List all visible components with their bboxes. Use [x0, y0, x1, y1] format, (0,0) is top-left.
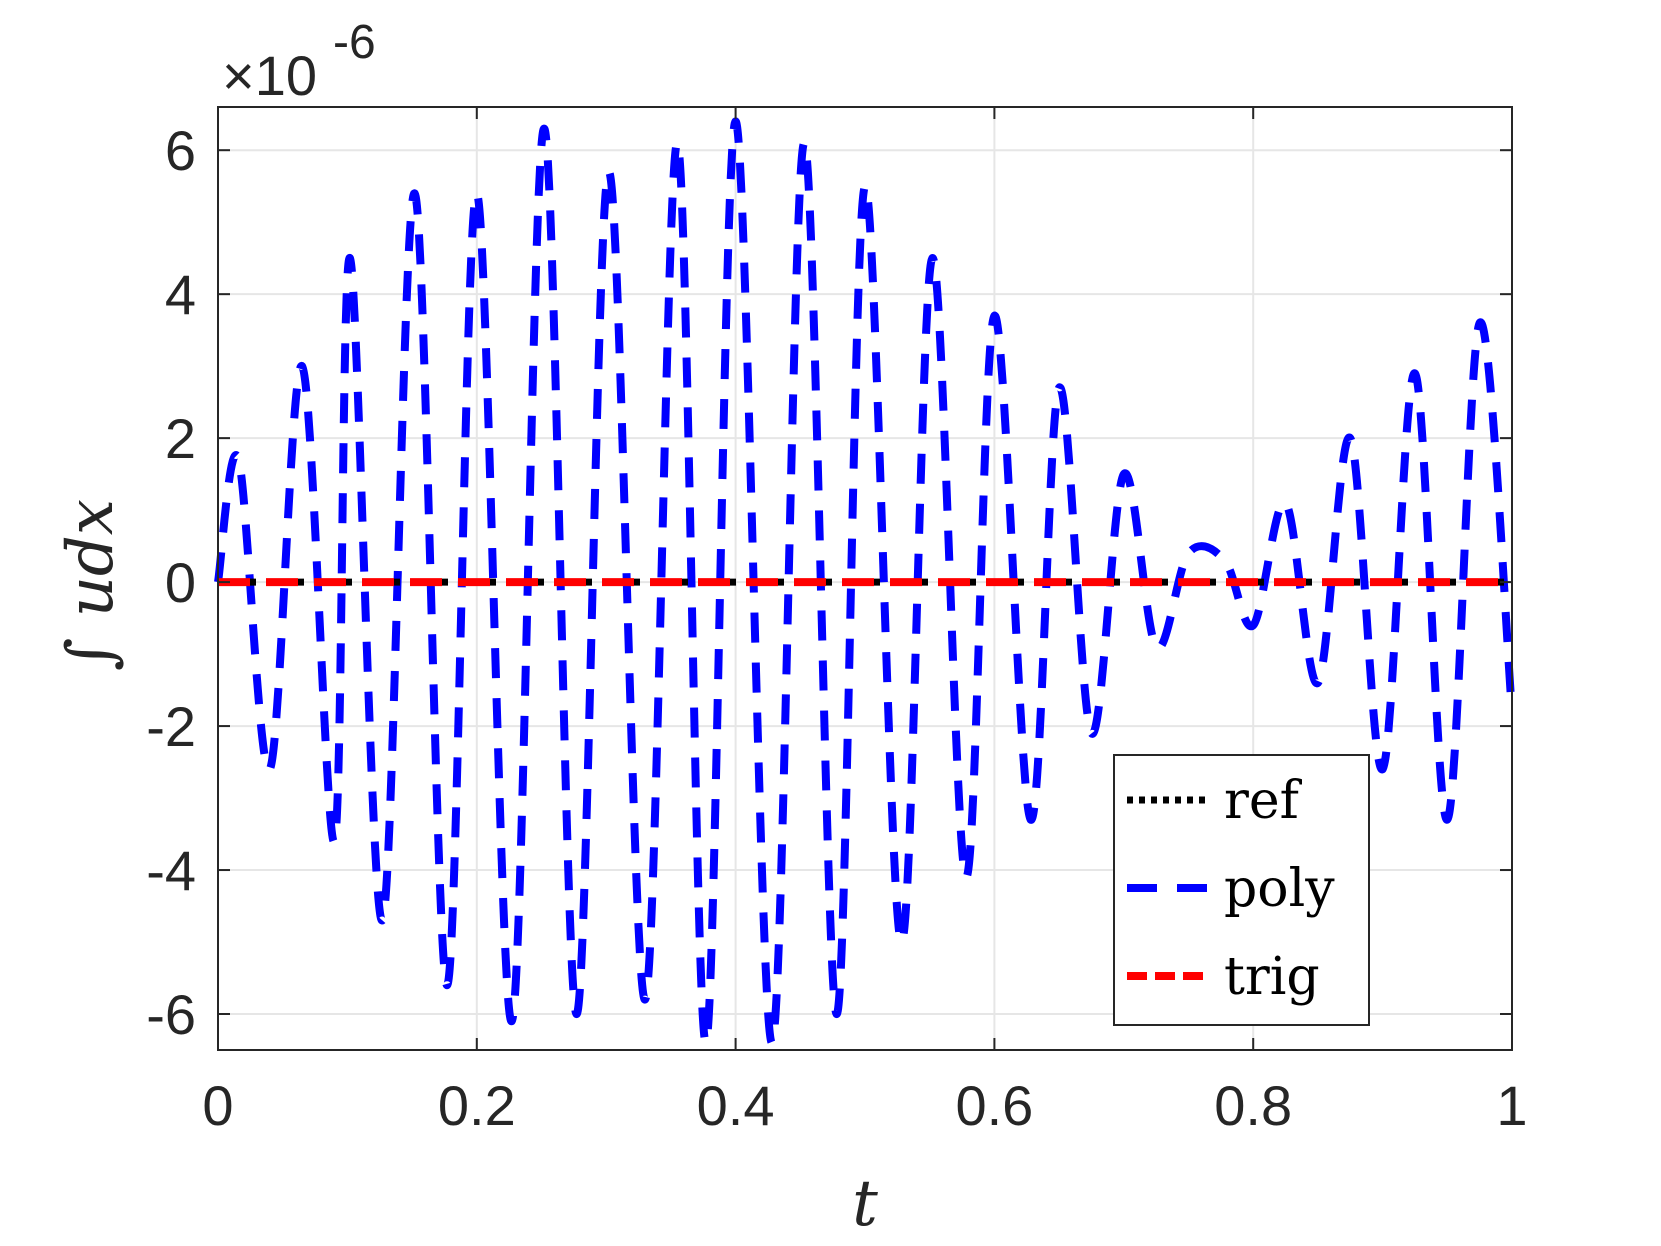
legend-label-trig: trig — [1224, 947, 1320, 1007]
x-tick-label: 0.2 — [438, 1074, 516, 1137]
tick-labels: 0 0.2 0.4 0.6 0.8 1 -6 -4 -2 0 2 4 6 — [146, 119, 1527, 1137]
x-tick-label: 1 — [1496, 1074, 1527, 1137]
x-tick-label: 0.8 — [1214, 1074, 1292, 1137]
y-tick-label: 6 — [165, 119, 196, 182]
x-tick-label: 0.4 — [697, 1074, 775, 1137]
axes-box — [217, 106, 1513, 1051]
y-tick-label: 4 — [165, 263, 196, 326]
legend-label-ref: ref — [1224, 771, 1303, 831]
x-axis-label: t — [852, 1167, 878, 1241]
y-tick-label: -4 — [146, 839, 196, 902]
legend: ref poly trig — [1113, 754, 1370, 1026]
y-tick-label: -2 — [146, 695, 196, 758]
legend-label-poly: poly — [1224, 859, 1335, 919]
x-tick-label: 0 — [202, 1074, 233, 1137]
plot-lines — [214, 117, 1516, 1047]
y-tick-label: 0 — [165, 551, 196, 614]
y-multiplier: ×10 — [222, 44, 317, 107]
y-exponent: -6 — [333, 16, 376, 69]
axes — [217, 106, 1513, 1051]
x-tick-label: 0.6 — [955, 1074, 1033, 1137]
y-tick-label: -6 — [146, 983, 196, 1046]
y-axis-label: ∫ udx — [54, 499, 128, 671]
y-tick-label: 2 — [165, 407, 196, 470]
